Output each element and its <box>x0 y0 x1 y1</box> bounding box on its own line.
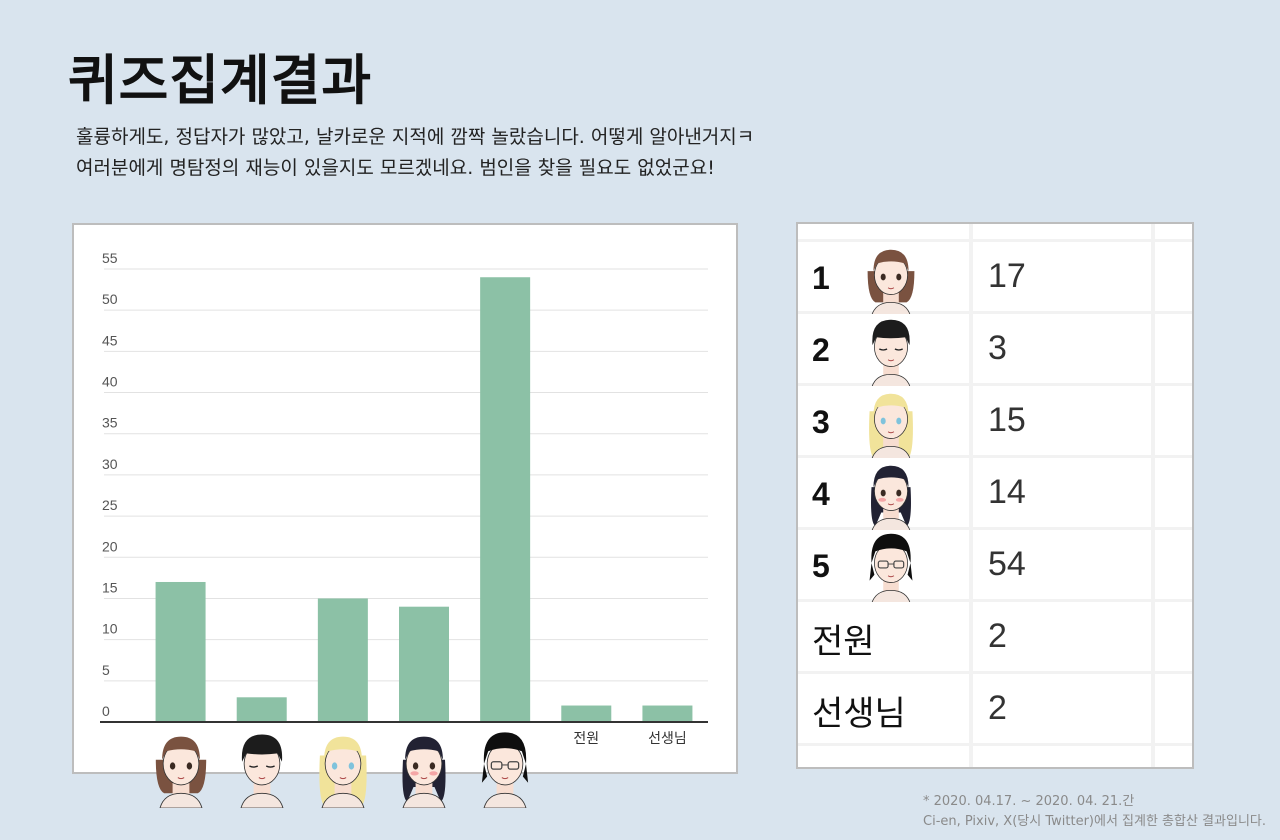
row-count: 17 <box>988 257 1026 295</box>
table-cell <box>973 458 1151 527</box>
results-table: 1 17 2 3 3 15 4 14 5 54 전원 2 선생님 2 <box>796 222 1194 769</box>
blonde-girl-icon <box>311 724 371 809</box>
row-count: 2 <box>988 689 1007 727</box>
bar-4 <box>399 606 449 722</box>
table-cell <box>973 386 1151 455</box>
row-count: 14 <box>988 473 1026 511</box>
table-row: 전원 2 <box>798 602 1192 674</box>
table-cell <box>973 674 1151 743</box>
x-tick-label: 전원 <box>573 731 599 747</box>
table-header-row <box>798 224 1192 242</box>
table-cell <box>1155 314 1192 383</box>
black-short-hair-boy-icon <box>856 310 916 390</box>
y-tick-label: 40 <box>102 374 118 390</box>
y-tick-label: 20 <box>102 538 118 554</box>
y-tick-label: 55 <box>102 250 118 266</box>
table-row <box>798 746 1192 767</box>
intro-line-1: 훌륭하게도, 정답자가 많았고, 날카로운 지적에 깜짝 놀랐습니다. 어떻게 … <box>76 126 755 148</box>
y-tick-label: 35 <box>102 415 118 431</box>
table-cell <box>798 224 969 239</box>
table-cell <box>1155 674 1192 743</box>
bar-1 <box>155 581 206 722</box>
table-cell <box>1155 602 1192 671</box>
row-count: 2 <box>988 617 1007 655</box>
y-tick-label: 15 <box>102 579 118 595</box>
row-label: 3 <box>812 404 830 440</box>
table-cell <box>973 602 1151 671</box>
y-tick-label: 25 <box>102 497 118 513</box>
black-short-hair-boy-icon <box>230 724 290 809</box>
bar-chart: 0 5 10 15 20 25 30 35 40 45 50 55 전원 선생님 <box>100 250 708 747</box>
table-row: 5 54 <box>798 530 1192 605</box>
table-row: 1 17 <box>798 242 1192 317</box>
table-cell <box>1155 530 1192 599</box>
bar-chart-panel: 0 5 10 15 20 25 30 35 40 45 50 55 전원 선생님 <box>72 223 738 809</box>
table-cell <box>1155 224 1192 239</box>
glasses-girl-icon <box>856 526 916 606</box>
bar-전원 <box>561 705 612 722</box>
footnote-source: Ci-en, Pixiv, X(당시 Twitter)에서 집계한 총합산 결과… <box>923 814 1266 829</box>
table-cell <box>1155 242 1192 311</box>
x-tick-label: 선생님 <box>648 731 687 747</box>
bar-선생님 <box>642 705 693 722</box>
table-cell <box>973 314 1151 383</box>
table-cell <box>973 746 1151 767</box>
brown-bob-girl-icon <box>856 238 916 318</box>
y-tick-label: 0 <box>102 703 110 719</box>
table-cell <box>973 530 1151 599</box>
footnote: * 2020. 04.17. ~ 2020. 04. 21.간 Ci-en, P… <box>923 792 1266 832</box>
table-cell <box>973 242 1151 311</box>
table-row: 선생님 2 <box>798 674 1192 746</box>
row-count: 3 <box>988 329 1007 367</box>
y-tick-label: 45 <box>102 332 118 348</box>
y-tick-label: 5 <box>102 662 110 678</box>
row-label: 4 <box>812 476 830 512</box>
intro-line-2: 여러분에게 명탐정의 재능이 있을지도 모르겠네요. 범인을 찾을 필요도 없었… <box>76 157 715 179</box>
intro-text: 훌륭하게도, 정답자가 많았고, 날카로운 지적에 깜짝 놀랐습니다. 어떻게 … <box>76 122 754 184</box>
table-cell <box>798 602 969 671</box>
footnote-date: * 2020. 04.17. ~ 2020. 04. 21.간 <box>923 794 1135 809</box>
table-cell <box>1155 386 1192 455</box>
y-tick-label: 30 <box>102 456 118 472</box>
table-cell <box>1155 458 1192 527</box>
row-label: 선생님 <box>812 694 906 734</box>
row-label: 5 <box>812 548 830 584</box>
table-row: 4 14 <box>798 458 1192 533</box>
dark-hair-crying-girl-icon <box>856 454 916 534</box>
table-cell <box>798 746 969 767</box>
page-title: 퀴즈집계결과 <box>68 49 373 112</box>
bar-3 <box>317 598 368 722</box>
table-cell <box>798 674 969 743</box>
table-row: 3 15 <box>798 386 1192 461</box>
row-label: 전원 <box>812 622 875 662</box>
brown-bob-girl-icon <box>149 724 209 809</box>
row-label: 1 <box>812 260 830 296</box>
bar-2 <box>236 697 287 722</box>
table-cell <box>973 224 1151 239</box>
blonde-girl-icon <box>856 382 916 462</box>
row-label: 2 <box>812 332 830 368</box>
table-cell <box>1155 746 1192 767</box>
y-tick-label: 50 <box>102 291 118 307</box>
bar-5 <box>480 277 531 722</box>
row-count: 54 <box>988 545 1026 583</box>
dark-hair-crying-girl-icon <box>392 724 452 809</box>
y-tick-label: 10 <box>102 621 118 637</box>
glasses-girl-icon <box>473 724 533 809</box>
row-count: 15 <box>988 401 1026 439</box>
